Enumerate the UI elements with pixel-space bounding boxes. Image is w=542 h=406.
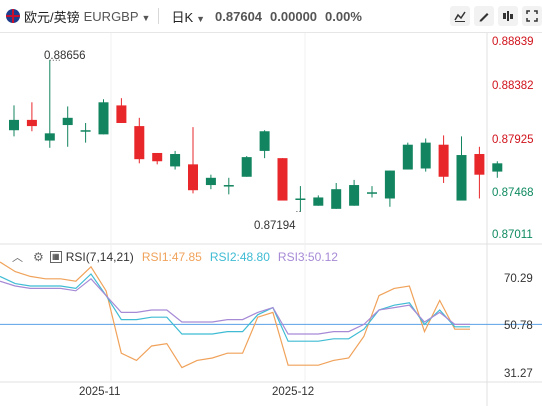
chart-settings-icon[interactable]: [498, 6, 518, 26]
candle-body: [384, 170, 395, 199]
indicator-box-icon[interactable]: ▦: [49, 251, 62, 263]
candle-body: [438, 144, 449, 177]
indicator-icon[interactable]: [450, 6, 470, 26]
candle-body: [259, 131, 270, 151]
price-tick-3: 0.87925: [492, 134, 534, 146]
candle-body: [26, 119, 37, 127]
pair-flag-icon: [6, 9, 20, 23]
rsi-line-rsi2: [0, 273, 470, 342]
rsi-line-rsi3: [0, 277, 470, 335]
date-label-dec: 2025-12: [272, 386, 315, 398]
candle-body: [98, 102, 109, 135]
candle-body: [116, 105, 127, 123]
candle-body: [223, 185, 234, 187]
rsi3-value: RSI3:50.12: [277, 250, 338, 264]
chart-header: 欧元/英镑 EURGBP ▼ 日K ▼ 0.87604 0.00000 0.00%: [0, 0, 542, 33]
candle-body: [62, 117, 73, 126]
candle-body: [492, 163, 503, 172]
price-change: 0.00000: [270, 8, 318, 24]
candle-body: [188, 164, 198, 191]
candle-body: [9, 119, 19, 131]
rsi-legend: ︿ ⚙ ▦ RSI(7,14,21) RSI1:47.85 RSI2:48.80…: [0, 247, 338, 267]
price-tick-4: 0.87468: [492, 187, 534, 199]
candle-body: [134, 126, 145, 160]
high-annotation: 0.88656: [44, 50, 86, 62]
price-tick-1: 0.88839: [492, 36, 534, 48]
price-tick-2: 0.88382: [492, 80, 534, 92]
rsi-tick-low: 31.27: [504, 368, 533, 380]
candle-body: [474, 154, 485, 175]
rsi-tick-mid: 50.78: [504, 320, 533, 332]
candle-body: [205, 177, 216, 186]
rsi2-value: RSI2:48.80: [209, 250, 270, 264]
low-annotation: 0.87194: [254, 220, 296, 232]
price-change-pct: 0.00%: [325, 8, 362, 24]
collapse-chevron-icon[interactable]: ︿: [12, 252, 23, 264]
date-label-nov: 2025-11: [79, 386, 121, 398]
symbol-selector[interactable]: EURGBP ▼: [84, 9, 151, 24]
candle-body: [277, 158, 288, 201]
rsi-tick-high: 70.29: [504, 273, 533, 285]
rsi-line-rsi1: [0, 261, 470, 369]
chevron-down-icon: ▼: [141, 12, 151, 23]
pair-name[interactable]: 欧元/英镑: [24, 9, 80, 25]
candle-body: [420, 142, 431, 169]
candle-body: [402, 144, 413, 170]
candle-body: [241, 157, 252, 177]
symbol-label: EURGBP: [83, 8, 139, 24]
candle-body: [80, 130, 91, 132]
toolbar: [450, 6, 542, 26]
candle-body: [456, 155, 467, 201]
fullscreen-icon[interactable]: [522, 6, 542, 26]
candle-body: [170, 154, 181, 167]
candle-body: [313, 197, 324, 206]
settings-gear-icon[interactable]: ⚙: [33, 250, 44, 264]
period-chevron-icon: ▼: [196, 13, 206, 24]
divider: [158, 8, 160, 24]
price-tick-5: 0.87011: [492, 229, 533, 241]
candle-body: [331, 189, 342, 209]
candle-body: [44, 133, 55, 141]
rsi1-value: RSI1:47.85: [141, 250, 202, 264]
period-label: 日K: [171, 9, 194, 25]
candle-body: [349, 185, 360, 206]
rsi-title: RSI(7,14,21): [65, 250, 134, 264]
candle-body: [152, 152, 163, 162]
candle-body: [295, 198, 306, 200]
period-selector[interactable]: 日K ▼: [171, 7, 205, 26]
draw-pen-icon[interactable]: [474, 6, 494, 26]
candle-body: [367, 192, 377, 194]
last-price: 0.87604: [215, 8, 263, 24]
